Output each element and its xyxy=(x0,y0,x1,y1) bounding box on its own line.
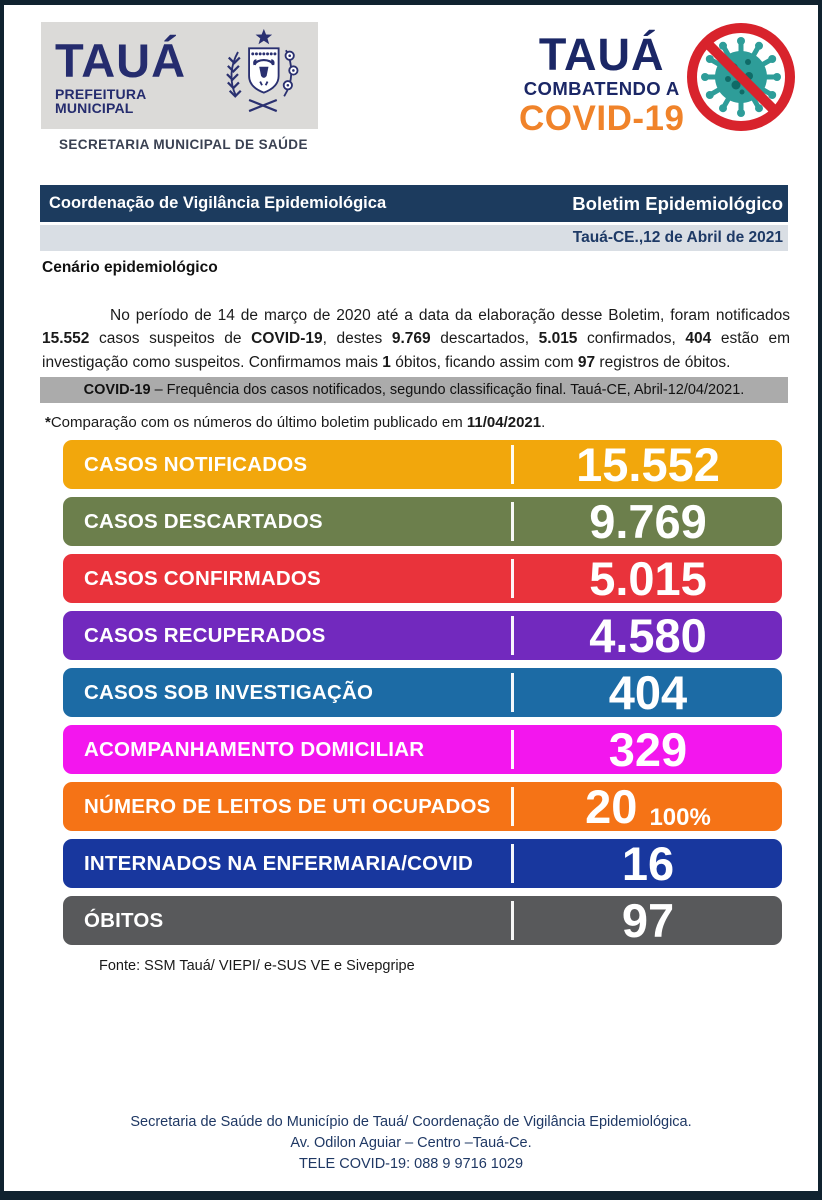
paragraph-text: estão em investigação como suspeitos. Co… xyxy=(42,330,790,371)
stat-label: CASOS CONFIRMADOS xyxy=(84,566,321,590)
municipal-logo-subtitle: PREFEITURA MUNICIPAL xyxy=(55,85,146,116)
campaign-logo-line3: COVID-19 xyxy=(519,98,685,138)
stat-label: ÓBITOS xyxy=(84,908,164,932)
footer-line3: TELE COVID-19: 088 9 9716 1029 xyxy=(298,1156,524,1172)
stat-value: 5.015 xyxy=(589,552,707,605)
stat-bar-casos-confirmados: CASOS CONFIRMADOS 5.015 xyxy=(63,554,782,603)
title-bar-left: Coordenação de Vigilância Epidemiológica xyxy=(49,194,387,212)
campaign-logo-title: TAUÁ xyxy=(538,29,665,81)
total-notified-inline: 15.552 xyxy=(42,330,90,347)
municipal-logo: TAUÁ PREFEITURA MUNICIPAL xyxy=(41,22,318,129)
municipal-logo-title: TAUÁ xyxy=(55,33,187,87)
stat-value: 404 xyxy=(608,666,688,719)
footer-line2: Av. Odilon Aguiar – Centro –Tauá-Ce. xyxy=(290,1135,532,1151)
title-bar: Coordenação de Vigilância Epidemiológica… xyxy=(40,185,788,222)
stat-label: CASOS SOB INVESTIGAÇÃO xyxy=(84,680,374,704)
stat-value: 9.769 xyxy=(589,495,707,548)
campaign-logo: TAUÁ COMBATENDO A COVID-19 xyxy=(519,13,814,141)
paragraph-text: No período de 14 de março de 2020 até a … xyxy=(110,306,790,324)
band-covid-label: COVID-19 xyxy=(83,382,151,398)
divider xyxy=(511,672,514,713)
stat-bar-leitos-uti-ocupados: NÚMERO DE LEITOS DE UTI OCUPADOS 20 100% xyxy=(63,782,782,831)
stat-bar-casos-descartados: CASOS DESCARTADOS 9.769 xyxy=(63,497,782,546)
paragraph-text: registros de óbitos. xyxy=(595,353,731,371)
comparison-note: *Comparação com os números do último bol… xyxy=(45,414,545,431)
stat-bar-acompanhamento-domiciliar: ACOMPANHAMENTO DOMICILIAR 329 xyxy=(63,725,782,774)
stat-label: CASOS NOTIFICADOS xyxy=(84,452,308,476)
confirmed-inline: 5.015 xyxy=(538,330,578,347)
asterisk: * xyxy=(45,414,51,431)
stat-value: 97 xyxy=(621,894,675,947)
paragraph-text: confirmados, xyxy=(577,330,686,347)
paragraph-text: , destes xyxy=(322,330,392,347)
under-investigation-inline: 404 xyxy=(685,330,712,347)
stat-bar-casos-recuperados: CASOS RECUPERADOS 4.580 xyxy=(63,611,782,660)
footer-line1: Secretaria de Saúde do Município de Tauá… xyxy=(130,1114,692,1130)
divider xyxy=(511,444,514,485)
stat-value: 15.552 xyxy=(576,438,720,491)
band-text: – Frequência dos casos notificados, segu… xyxy=(154,382,745,398)
paragraph-text: descartados, xyxy=(430,330,539,347)
total-deaths-inline: 97 xyxy=(577,353,596,371)
stat-label: NÚMERO DE LEITOS DE UTI OCUPADOS xyxy=(84,794,491,818)
new-deaths-inline: 1 xyxy=(382,353,391,371)
classification-band: COVID-19 – Frequência dos casos notifica… xyxy=(40,377,788,403)
paragraph-text: casos suspeitos de xyxy=(89,330,252,347)
stat-bar-casos-sob-investigacao: CASOS SOB INVESTIGAÇÃO 404 xyxy=(63,668,782,717)
previous-bulletin-date: 11/04/2021 xyxy=(466,414,542,431)
divider xyxy=(511,729,514,770)
stat-value: 4.580 xyxy=(589,609,707,662)
comparison-note-text: Comparação com os números do último bole… xyxy=(50,414,467,431)
footer: Secretaria de Saúde do Município de Tauá… xyxy=(4,1112,818,1175)
campaign-logo-line2: COMBATENDO A xyxy=(523,78,680,100)
stat-value: 329 xyxy=(608,723,688,776)
discarded-inline: 9.769 xyxy=(391,330,431,347)
comparison-note-end: . xyxy=(541,414,546,431)
scenario-paragraph: No período de 14 de março de 2020 até a … xyxy=(42,304,790,375)
divider xyxy=(511,843,514,884)
title-bar-right: Boletim Epidemiológico xyxy=(572,192,783,214)
stat-bars: CASOS NOTIFICADOS 15.552 CASOS DESCARTAD… xyxy=(63,440,782,953)
divider xyxy=(511,615,514,656)
section-title: Cenário epidemiológico xyxy=(42,259,218,276)
divider xyxy=(511,900,514,941)
stat-label: CASOS RECUPERADOS xyxy=(84,623,326,647)
stat-bar-obitos: ÓBITOS 97 xyxy=(63,896,782,945)
secretariat-label: SECRETARIA MUNICIPAL DE SAÚDE xyxy=(59,137,308,152)
divider xyxy=(511,501,514,542)
bulletin-date: Tauá-CE.,12 de Abril de 2021 xyxy=(572,229,783,246)
stat-label: CASOS DESCARTADOS xyxy=(84,509,323,533)
stat-value: 16 xyxy=(621,837,675,890)
data-source: Fonte: SSM Tauá/ VIEPI/ e-SUS VE e Sivep… xyxy=(99,958,415,974)
divider xyxy=(511,558,514,599)
stat-bar-casos-notificados: CASOS NOTIFICADOS 15.552 xyxy=(63,440,782,489)
date-bar: Tauá-CE.,12 de Abril de 2021 xyxy=(40,225,788,251)
occupancy-percent: 100% xyxy=(649,804,711,831)
coat-of-arms-icon xyxy=(226,28,299,112)
stat-value: 20 xyxy=(585,780,638,833)
stat-label: INTERNADOS NA ENFERMARIA/COVID xyxy=(84,851,474,875)
stat-label: ACOMPANHAMENTO DOMICILIAR xyxy=(84,737,425,761)
stat-bar-internados-enfermaria: INTERNADOS NA ENFERMARIA/COVID 16 xyxy=(63,839,782,888)
paragraph-text: óbitos, ficando assim com xyxy=(390,353,578,371)
no-virus-icon xyxy=(687,23,796,131)
covid-inline: COVID-19 xyxy=(251,330,323,347)
divider xyxy=(511,786,514,827)
